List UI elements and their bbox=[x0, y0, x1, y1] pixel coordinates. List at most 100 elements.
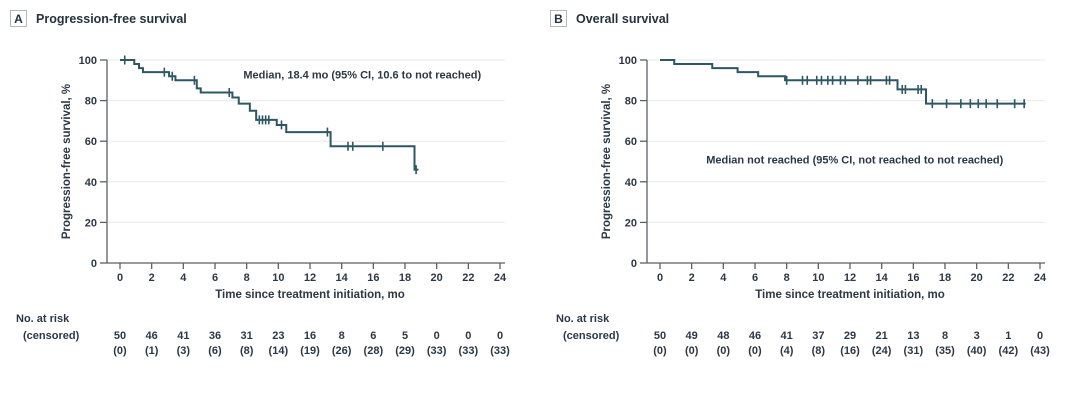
panel-b: B Overall survival 0 20 40 60 80 100 0 2 4 6 8 10 12… bbox=[540, 0, 1080, 400]
censored-value: (3) bbox=[177, 345, 191, 357]
censored-value: (8) bbox=[240, 345, 254, 357]
at-risk-value: 8 bbox=[339, 330, 345, 342]
km-curve bbox=[120, 59, 419, 171]
x-tick-label: 16 bbox=[907, 272, 919, 284]
censored-value: (19) bbox=[300, 345, 320, 357]
risk-label-line1: No. at risk bbox=[556, 313, 610, 325]
panel-a-title: Progression-free survival bbox=[36, 11, 187, 26]
x-tick-label: 18 bbox=[399, 272, 411, 284]
x-tick-label: 20 bbox=[971, 272, 983, 284]
at-risk-value: 46 bbox=[146, 330, 158, 342]
y-tick-label: 80 bbox=[85, 96, 97, 108]
censored-value: (16) bbox=[840, 345, 860, 357]
censored-value: (40) bbox=[967, 345, 987, 357]
x-tick-label: 2 bbox=[149, 272, 155, 284]
y-tick-label: 20 bbox=[85, 217, 97, 229]
x-tick-label: 10 bbox=[812, 272, 824, 284]
panel-a: A Progression-free survival 0 20 40 60 80 100… bbox=[10, 10, 510, 357]
x-tick-label: 0 bbox=[117, 272, 123, 284]
at-risk-value: 0 bbox=[1037, 330, 1043, 342]
y-axis-label: Progression-free survival, % bbox=[61, 84, 73, 239]
censored-value: (14) bbox=[269, 345, 289, 357]
censored-value: (1) bbox=[145, 345, 159, 357]
at-risk-value: 48 bbox=[717, 330, 729, 342]
x-tick-label: 16 bbox=[367, 272, 379, 284]
at-risk-value: 23 bbox=[272, 330, 284, 342]
x-tick-label: 4 bbox=[180, 272, 187, 284]
censored-value: (0) bbox=[685, 345, 699, 357]
at-risk-value: 1 bbox=[1005, 330, 1011, 342]
x-tick-label: 14 bbox=[876, 272, 889, 284]
censored-value: (0) bbox=[748, 345, 762, 357]
x-tick-label: 6 bbox=[752, 272, 758, 284]
x-tick-label: 18 bbox=[939, 272, 951, 284]
x-tick-label: 0 bbox=[657, 272, 663, 284]
x-tick-label: 12 bbox=[304, 272, 316, 284]
at-risk-value: 6 bbox=[370, 330, 376, 342]
x-axis-label: Time since treatment initiation, mo bbox=[755, 289, 945, 301]
at-risk-value: 50 bbox=[114, 330, 126, 342]
panel-b-label-box: B bbox=[550, 10, 567, 27]
y-tick-label: 100 bbox=[619, 55, 637, 67]
at-risk-value: 3 bbox=[974, 330, 980, 342]
at-risk-value: 49 bbox=[686, 330, 698, 342]
x-tick-label: 10 bbox=[272, 272, 284, 284]
median-annotation: Median not reached (95% CI, not reached … bbox=[706, 155, 1003, 167]
at-risk-value: 16 bbox=[304, 330, 316, 342]
x-tick-label: 22 bbox=[462, 272, 474, 284]
x-tick-label: 8 bbox=[244, 272, 250, 284]
at-risk-value: 31 bbox=[241, 330, 253, 342]
y-tick-label: 60 bbox=[625, 136, 637, 148]
censored-value: (4) bbox=[780, 345, 794, 357]
km-curve bbox=[660, 59, 1026, 105]
censored-value: (42) bbox=[999, 345, 1019, 357]
censored-value: (0) bbox=[717, 345, 731, 357]
x-axis-label: Time since treatment initiation, mo bbox=[215, 289, 405, 301]
y-tick-label: 60 bbox=[85, 136, 97, 148]
x-tick-label: 2 bbox=[689, 272, 695, 284]
at-risk-value: 0 bbox=[497, 330, 503, 342]
censored-value: (8) bbox=[812, 345, 826, 357]
at-risk-value: 37 bbox=[812, 330, 824, 342]
panel-b-header: B Overall survival bbox=[550, 10, 669, 27]
censored-value: (35) bbox=[935, 345, 955, 357]
x-tick-label: 24 bbox=[1034, 272, 1047, 284]
x-tick-label: 24 bbox=[494, 272, 507, 284]
at-risk-value: 5 bbox=[402, 330, 408, 342]
censored-value: (29) bbox=[395, 345, 415, 357]
at-risk-value: 46 bbox=[749, 330, 761, 342]
at-risk-value: 13 bbox=[907, 330, 919, 342]
y-tick-label: 80 bbox=[625, 96, 637, 108]
risk-label-line1: No. at risk bbox=[16, 313, 70, 325]
y-tick-label: 20 bbox=[625, 217, 637, 229]
censored-value: (6) bbox=[208, 345, 222, 357]
y-tick-label: 100 bbox=[79, 55, 97, 67]
at-risk-value: 0 bbox=[465, 330, 471, 342]
censored-value: (0) bbox=[653, 345, 667, 357]
panel-a-header: A Progression-free survival bbox=[10, 10, 187, 27]
at-risk-value: 36 bbox=[209, 330, 221, 342]
censored-value: (33) bbox=[490, 345, 510, 357]
censored-value: (33) bbox=[459, 345, 479, 357]
panel-b-title: Overall survival bbox=[576, 11, 670, 26]
at-risk-value: 0 bbox=[434, 330, 440, 342]
x-tick-label: 4 bbox=[720, 272, 727, 284]
at-risk-value: 29 bbox=[844, 330, 856, 342]
y-tick-label: 0 bbox=[91, 258, 97, 270]
censored-value: (26) bbox=[332, 345, 352, 357]
x-tick-label: 8 bbox=[784, 272, 790, 284]
censored-value: (31) bbox=[904, 345, 924, 357]
censored-value: (43) bbox=[1030, 345, 1050, 357]
y-tick-label: 40 bbox=[625, 177, 637, 189]
at-risk-value: 21 bbox=[876, 330, 888, 342]
x-tick-label: 12 bbox=[844, 272, 856, 284]
x-tick-label: 6 bbox=[212, 272, 218, 284]
risk-label-line2: (censored) bbox=[563, 330, 620, 342]
y-tick-label: 40 bbox=[85, 177, 97, 189]
risk-label-line2: (censored) bbox=[23, 330, 80, 342]
censored-value: (28) bbox=[364, 345, 384, 357]
y-axis-label: Progression-free survival, % bbox=[601, 84, 613, 239]
